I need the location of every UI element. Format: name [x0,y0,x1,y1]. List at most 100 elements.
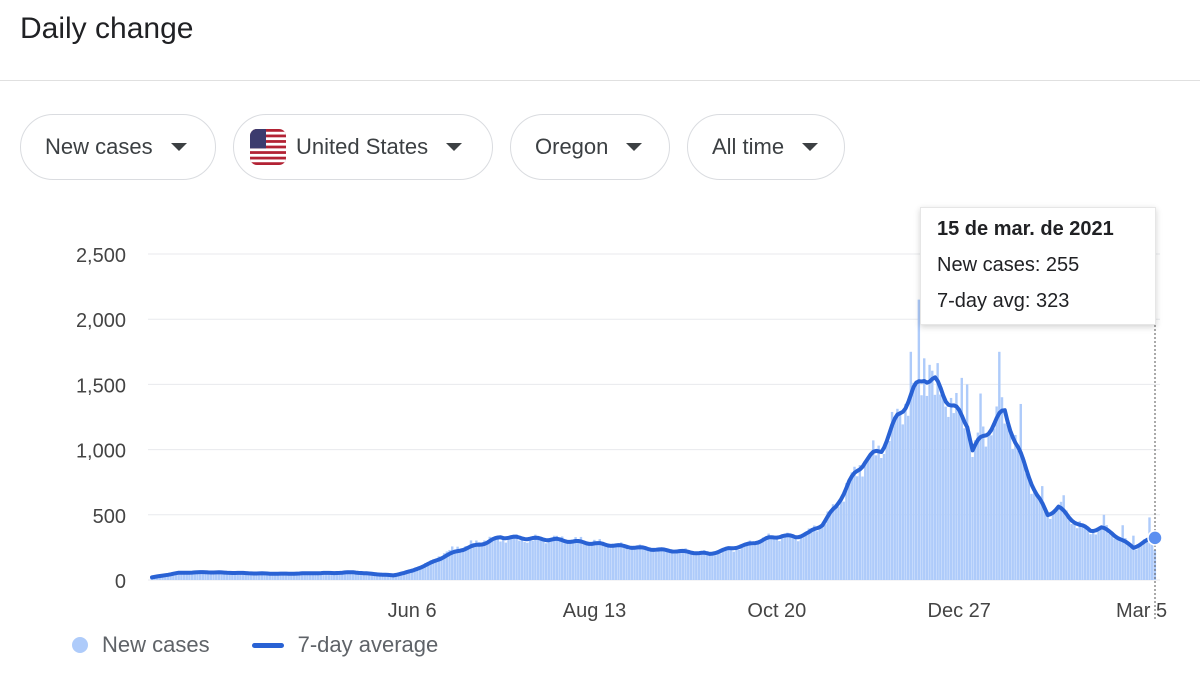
new-cases-bar [906,415,910,580]
new-cases-bar [982,426,985,580]
new-cases-bar [172,572,175,580]
new-cases-bar [279,573,282,580]
new-cases-bar [1148,517,1151,580]
new-cases-bar [896,408,899,580]
new-cases-bars [150,299,1157,580]
new-cases-bar [1126,543,1130,580]
new-cases-bar [931,370,934,580]
new-cases-bar [815,531,819,580]
new-cases-bar [1121,525,1124,580]
new-cases-bar [823,524,827,580]
new-cases-bar [166,574,170,580]
new-cases-bar [512,538,516,580]
new-cases-bar [560,536,564,580]
new-cases-bar [282,572,285,580]
new-cases-bar [276,573,280,580]
new-cases-bar [963,428,966,580]
chevron-down-icon [170,143,187,151]
new-cases-bar [957,411,961,580]
new-cases-bar [177,571,180,580]
new-cases-bar [1140,545,1143,580]
new-cases-bar [1083,524,1087,580]
new-cases-bar [764,539,768,580]
new-cases-bar [893,419,896,580]
new-cases-bar [590,545,593,580]
axis-ticks: 0 500 1,000 1,500 2,000 2,500 Jun 6 Aug 13 Oct 2… [76,245,1167,622]
new-cases-bar [1145,538,1149,580]
new-cases-bar [1016,450,1020,580]
new-cases-bar [652,549,655,580]
new-cases-bar [552,535,556,580]
new-cases-bar [831,504,835,580]
new-cases-bar [692,554,695,580]
new-cases-bar [1030,493,1033,580]
new-cases-bar [670,550,674,580]
new-cases-bar [182,572,186,580]
page-title: Daily change [20,12,194,45]
new-cases-bar [569,542,572,580]
new-cases-bar [912,382,915,580]
new-cases-bar [383,573,387,580]
new-cases-bar [252,573,255,580]
new-cases-bar [984,446,988,580]
new-cases-bar [660,549,663,580]
new-cases-bar [842,501,845,580]
new-cases-bar [743,543,746,580]
new-cases-bar [268,572,272,580]
new-cases-bar [802,536,805,580]
new-cases-bar [1062,495,1065,580]
new-cases-bar [914,380,918,580]
new-cases-bar [619,542,623,580]
new-cases-bar [807,528,811,580]
new-cases-bar [888,440,891,580]
new-cases-bar [161,575,164,580]
new-cases-bar [477,542,481,580]
new-cases-bar [786,532,789,580]
new-cases-bar [400,572,403,580]
new-cases-bar [976,432,980,580]
new-cases-bar [274,573,277,580]
region-dropdown[interactable]: Oregon [510,114,670,180]
new-cases-bar [705,553,709,580]
new-cases-bar [644,546,647,580]
new-cases-bar [381,574,384,580]
new-cases-bar [397,573,400,580]
new-cases-bar [480,544,483,580]
new-cases-bar [748,540,752,580]
new-cases-bar [1137,544,1140,580]
hover-point [1147,530,1163,546]
new-cases-bar [445,551,449,580]
new-cases-bar [1046,511,1049,580]
new-cases-bar [1019,403,1022,580]
new-cases-bar [1035,496,1039,580]
new-cases-bar [837,506,840,580]
new-cases-bar [990,435,993,580]
new-cases-bar [904,403,907,580]
new-cases-bar [609,548,612,580]
new-cases-bar [204,571,207,580]
new-cases-bar [646,549,650,580]
new-cases-bar [641,548,644,580]
new-cases-bar [354,571,357,580]
new-cases-bar [829,513,832,580]
new-cases-bar [1142,539,1146,580]
new-cases-bar [534,534,537,580]
new-cases-bar [992,428,996,580]
y-tick-label: 2,000 [76,310,126,332]
new-cases-bar [1113,538,1116,580]
country-dropdown[interactable]: United States [233,114,493,180]
new-cases-bar [821,525,824,580]
new-cases-bar [1124,538,1127,580]
new-cases-bar [349,571,352,580]
new-cases-bar [598,539,601,580]
new-cases-bar [434,559,438,580]
new-cases-bar [1132,535,1135,580]
new-cases-bar [1065,510,1068,580]
new-cases-bar [968,442,972,580]
time-range-dropdown[interactable]: All time [687,114,845,180]
new-cases-bar [290,573,293,580]
new-cases-bar [209,571,213,580]
metric-dropdown[interactable]: New cases [20,114,216,180]
x-tick-label: Aug 13 [563,600,626,622]
